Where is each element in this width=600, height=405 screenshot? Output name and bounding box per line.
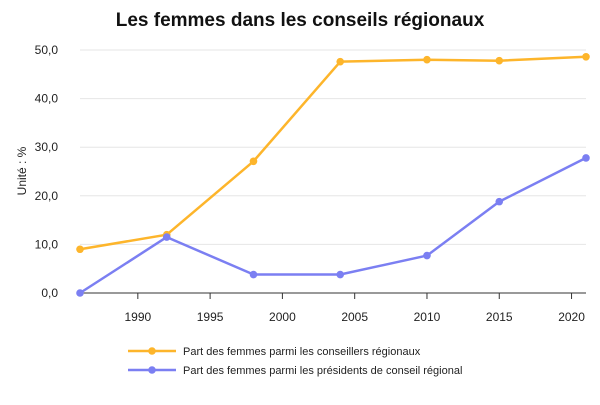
y-tick-label: 30,0 [35, 140, 59, 154]
y-axis-label: Unité : % [15, 146, 29, 195]
series-2-point [162, 233, 171, 241]
x-tick-label: 2020 [558, 310, 585, 324]
y-tick-label: 40,0 [35, 92, 59, 106]
series-1-point [582, 53, 590, 61]
series-1-point [249, 157, 258, 166]
y-tick-label: 10,0 [35, 237, 59, 251]
chart-title: Les femmes dans les conseils régionaux [116, 10, 485, 31]
series-1-point [423, 55, 431, 64]
x-tick-label: 2005 [341, 310, 368, 324]
series-2-point [495, 197, 504, 206]
series-2-point [249, 270, 258, 279]
legend-swatch-marker [148, 366, 156, 374]
x-tick-label: 2015 [486, 310, 513, 324]
legend: Part des femmes parmi les conseillers ré… [128, 346, 462, 377]
y-tick-label: 50,0 [35, 43, 59, 57]
series-2-point [76, 289, 84, 297]
series-line-2 [78, 156, 588, 295]
series-2-point [336, 270, 345, 279]
grid-lines [80, 49, 586, 245]
series-lines [76, 53, 590, 297]
series-2-point [423, 251, 431, 260]
series-line-1 [78, 55, 588, 251]
series-1-point [495, 56, 504, 65]
series-2-point [582, 154, 590, 162]
x-tick-label: 1995 [197, 310, 224, 324]
legend-label: Part des femmes parmi les conseillers ré… [183, 346, 421, 358]
y-tick-label: 0,0 [41, 286, 58, 300]
legend-label: Part des femmes parmi les présidents de … [183, 365, 462, 377]
series-1-point [336, 57, 345, 66]
x-tick-label: 2000 [269, 310, 296, 324]
legend-swatch-marker [148, 347, 156, 355]
series-1-point [76, 245, 84, 254]
axes: 0,0 10,0 20,0 30,0 40,0 50,0 1990 1995 2000 2005 2… [35, 43, 586, 324]
y-tick-label: 20,0 [35, 189, 59, 203]
x-tick-label: 1990 [124, 310, 151, 324]
x-tick-label: 2010 [414, 310, 441, 324]
